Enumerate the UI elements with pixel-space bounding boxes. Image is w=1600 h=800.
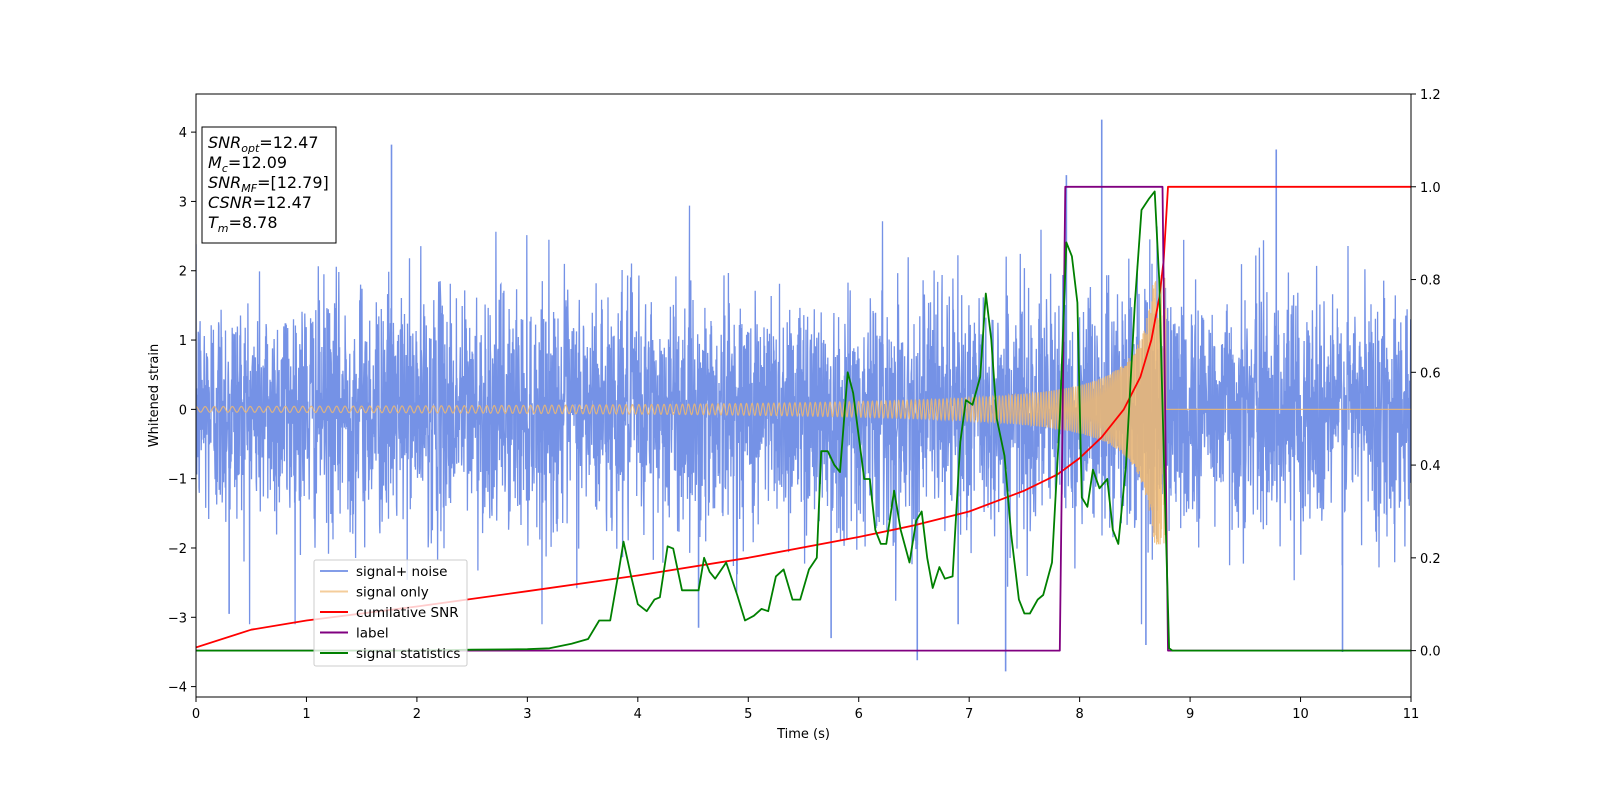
plot-frame (195, 93, 1412, 698)
x-tick-label: 7 (965, 707, 973, 722)
x-tick-label: 5 (744, 707, 752, 722)
x-tick-label: 8 (1075, 707, 1083, 722)
x-tick-label: 0 (192, 707, 200, 722)
legend-frame (313, 559, 468, 667)
y-tick-label: −4 (168, 681, 187, 696)
y-tick-label: −1 (168, 473, 187, 488)
info-line: Tm=8.78 (208, 213, 278, 235)
x-tick-label: 2 (413, 707, 421, 722)
info-box-frame (201, 126, 337, 244)
y2-tick-label: 0.4 (1420, 459, 1441, 474)
x-tick-label: 6 (855, 707, 863, 722)
info-line: CSNR=12.47 (208, 193, 312, 212)
x-tick-label: 10 (1292, 707, 1309, 722)
x-tick-label: 3 (523, 707, 531, 722)
y-tick-label: −3 (168, 611, 187, 626)
y-tick-label: 2 (179, 265, 187, 280)
cumilative-snr-line (196, 185, 1411, 649)
plot-area (196, 119, 1411, 672)
y-axis-label: Whitened strain (147, 344, 162, 447)
y2-tick-label: 0.2 (1420, 552, 1441, 567)
y2-tick-label: 0.8 (1420, 274, 1441, 289)
x-tick-label: 9 (1186, 707, 1194, 722)
signal-only-layer (196, 275, 1411, 545)
legend-label: signal only (356, 585, 429, 601)
y2-tick-label: 0.0 (1420, 645, 1441, 660)
legend-label: cumilative SNR (356, 605, 459, 621)
x-tick-label: 11 (1403, 707, 1420, 722)
info-line: Mc=12.09 (208, 153, 287, 175)
legend-label: signal+ noise (356, 564, 447, 580)
y-tick-label: 1 (179, 334, 187, 349)
y-axis-left: −4 −3 −2 −1 0 1 2 3 4 (168, 126, 196, 696)
info-box: SNRopt=12.47Mc=12.09SNRMF=[12.79]CSNR=12… (201, 126, 337, 244)
info-line: SNRMF=[12.79] (208, 173, 329, 195)
y2-tick-label: 0.6 (1420, 366, 1441, 381)
y-tick-label: 4 (179, 126, 187, 141)
legend-label: label (356, 626, 389, 642)
x-tick-label: 4 (634, 707, 642, 722)
legend: signal+ noise signal only cumilative SNR la… (313, 559, 468, 667)
x-axis-label: Time (s) (776, 727, 830, 742)
y2-tick-label: 1.0 (1420, 181, 1441, 196)
y-tick-label: 3 (179, 195, 187, 210)
legend-label: signal statistics (356, 646, 460, 662)
info-line: SNRopt=12.47 (208, 133, 319, 155)
x-axis: 0 1 2 3 4 5 6 7 8 9 10 11 (192, 697, 1419, 722)
signal-statistics-line (196, 190, 1411, 652)
signal-only-line (196, 275, 1411, 545)
y-tick-label: 0 (179, 403, 187, 418)
x-tick-label: 1 (302, 707, 310, 722)
y-axis-right: 0.0 0.2 0.4 0.6 0.8 1.0 1.2 (1411, 88, 1441, 660)
y-tick-label: −2 (168, 542, 187, 557)
overlay-lines-layer (196, 185, 1411, 652)
y2-tick-label: 1.2 (1420, 88, 1441, 103)
